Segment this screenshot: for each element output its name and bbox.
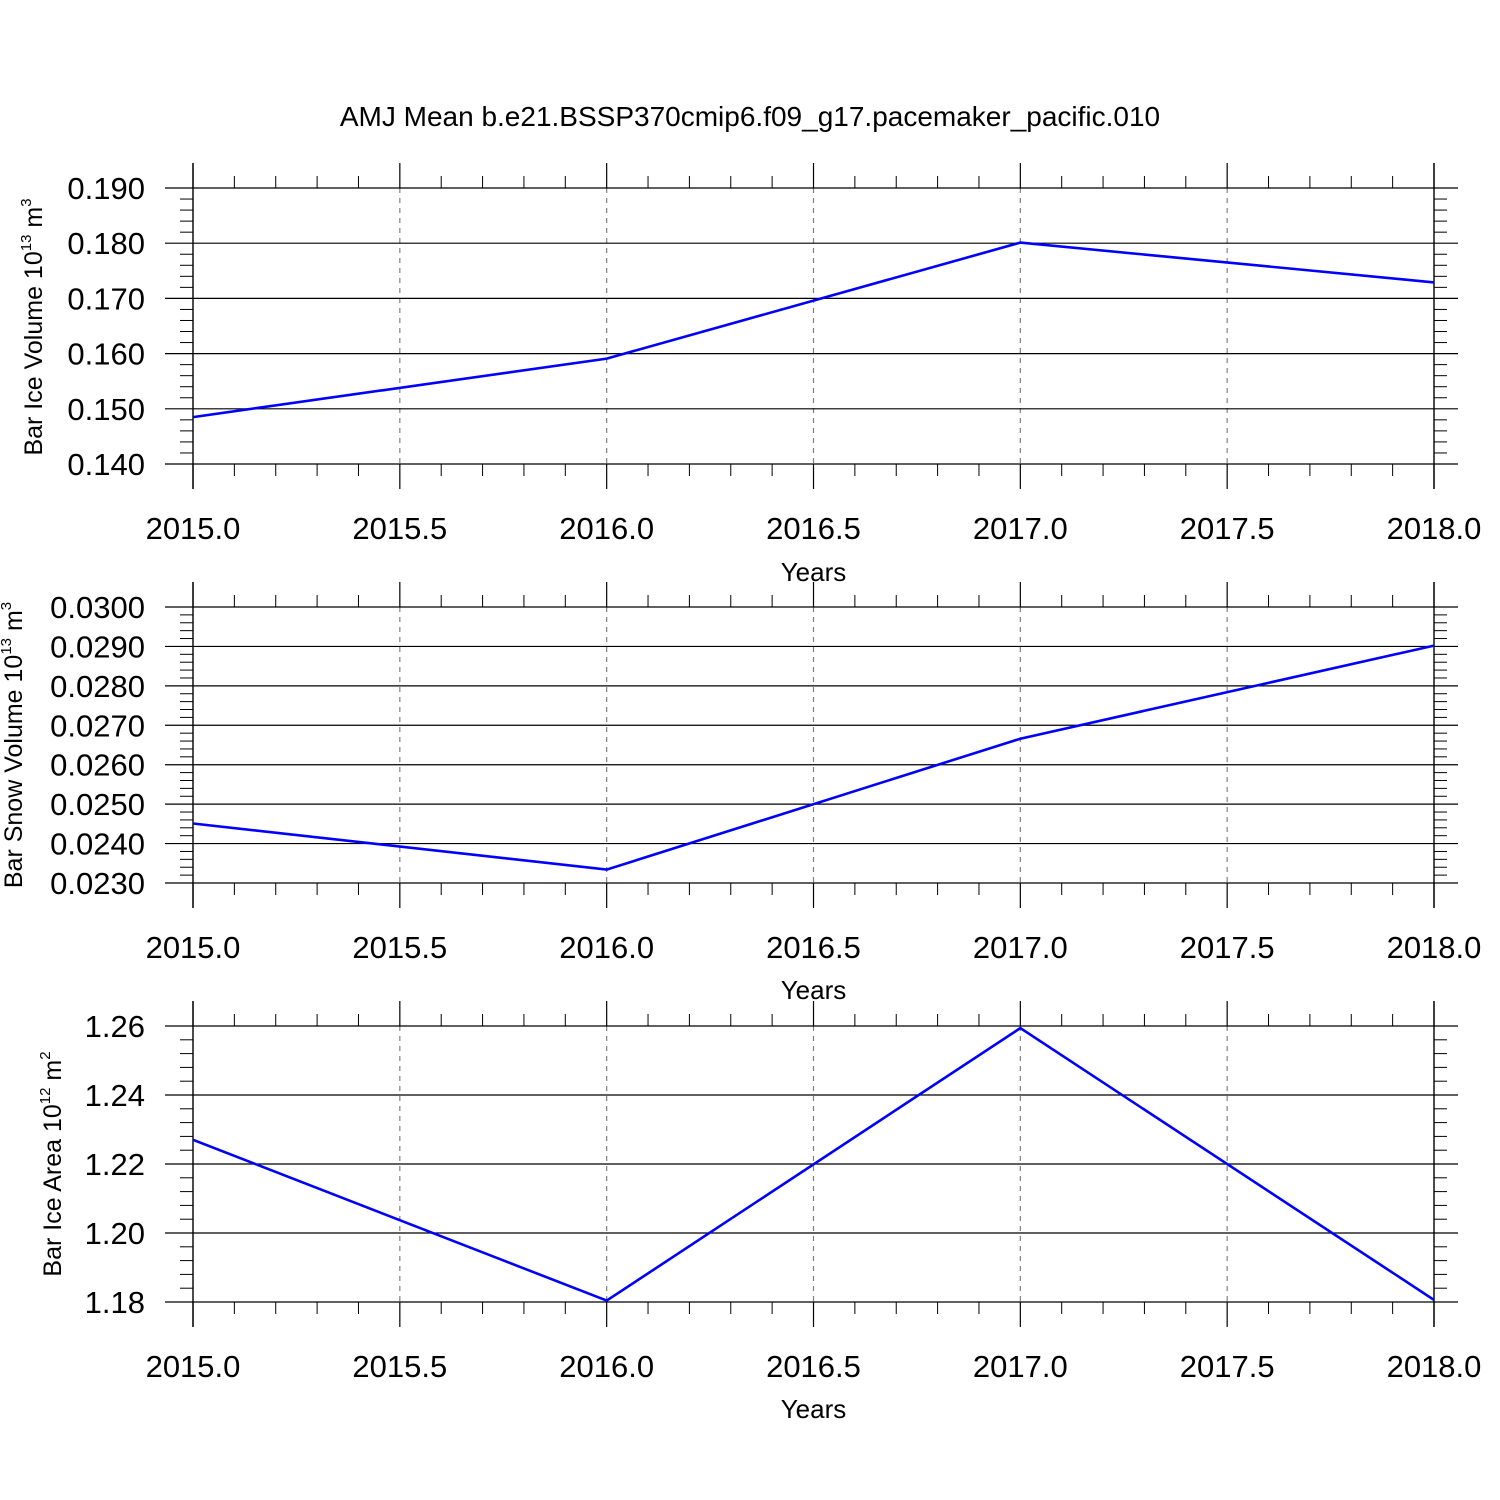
- x-tick-label: 2017.0: [973, 1349, 1068, 1384]
- x-tick-label: 2016.5: [766, 1349, 861, 1384]
- x-tick-label: 2016.5: [766, 511, 861, 546]
- x-tick-label: 2018.0: [1387, 1349, 1482, 1384]
- x-tick-label: 2016.5: [766, 930, 861, 965]
- y-tick-label: 0.0230: [50, 866, 145, 901]
- y-axis-label: Bar Snow Volume 1013 m3: [0, 602, 28, 888]
- y-axis-label-superscript: 13: [0, 638, 15, 655]
- y-axis-label-superscript: 13: [18, 235, 35, 252]
- y-tick-label: 0.150: [67, 392, 145, 427]
- panel-1: 0.140 0.150 0.160 0.170 0.180 0.190 2015.0 2015…: [18, 163, 1481, 587]
- x-tick-label: 2018.0: [1387, 511, 1482, 546]
- x-tick-label: 2017.5: [1180, 1349, 1275, 1384]
- x-tick-label: 2017.5: [1180, 511, 1275, 546]
- y-tick-label: 1.18: [85, 1285, 145, 1320]
- y-tick-label: 0.0270: [50, 708, 145, 743]
- y-tick-label: 1.20: [85, 1216, 145, 1251]
- y-tick-label: 0.0300: [50, 590, 145, 625]
- series-line: [192, 241, 1435, 419]
- x-tick-label: 2017.0: [973, 511, 1068, 546]
- panel-3: 1.18 1.20 1.22 1.24 1.26 2015.0 2015.5 2016.0 20…: [37, 1001, 1481, 1424]
- x-tick-label: 2017.5: [1180, 930, 1275, 965]
- x-tick-label: 2016.0: [559, 1349, 654, 1384]
- y-tick-label: 1.24: [85, 1078, 145, 1113]
- x-axis-label: Years: [781, 975, 847, 1005]
- series-line: [192, 1026, 1435, 1303]
- y-axis-label-text: Bar Snow Volume 10: [0, 655, 28, 888]
- y-axis-label-text: m: [20, 207, 48, 235]
- y-tick-label: 0.0280: [50, 669, 145, 704]
- y-tick-label: 1.26: [85, 1009, 145, 1044]
- y-axis-label-superscript: 2: [37, 1051, 54, 1059]
- x-tick-label: 2015.0: [146, 511, 241, 546]
- x-axis-label: Years: [781, 1394, 847, 1424]
- x-tick-label: 2018.0: [1387, 930, 1482, 965]
- y-axis-label-text: Bar Ice Area 10: [39, 1104, 67, 1276]
- y-axis-label-superscript: 3: [18, 198, 35, 206]
- series-line: [192, 644, 1435, 871]
- y-axis-label: Bar Ice Area 1012 m2: [37, 1051, 67, 1276]
- x-tick-label: 2015.5: [352, 1349, 447, 1384]
- y-tick-label: 0.0240: [50, 827, 145, 862]
- panel-2: 0.0230 0.0240 0.0250 0.0260 0.0270 0.0280 0.02…: [0, 582, 1481, 1005]
- y-tick-label: 0.0260: [50, 748, 145, 783]
- y-tick-label: 0.190: [67, 171, 145, 206]
- y-tick-label: 0.160: [67, 337, 145, 372]
- x-tick-label: 2015.0: [146, 930, 241, 965]
- figure-title: AMJ Mean b.e21.BSSP370cmip6.f09_g17.pace…: [340, 101, 1160, 132]
- panels: 0.140 0.150 0.160 0.170 0.180 0.190 2015.0 2015…: [0, 163, 1481, 1424]
- y-tick-label: 1.22: [85, 1147, 145, 1182]
- x-tick-label: 2017.0: [973, 930, 1068, 965]
- y-axis-label: Bar Ice Volume 1013 m3: [18, 198, 48, 455]
- x-tick-label: 2015.5: [352, 511, 447, 546]
- y-tick-label: 0.140: [67, 447, 145, 482]
- y-tick-label: 0.180: [67, 226, 145, 261]
- y-axis-label-text: m: [0, 610, 28, 638]
- y-tick-label: 0.0290: [50, 629, 145, 664]
- y-axis-label-text: Bar Ice Volume 10: [20, 251, 48, 455]
- y-axis-label-superscript: 12: [37, 1088, 54, 1105]
- x-tick-label: 2016.0: [559, 511, 654, 546]
- y-tick-label: 0.0250: [50, 787, 145, 822]
- x-tick-label: 2015.5: [352, 930, 447, 965]
- x-tick-label: 2015.0: [146, 1349, 241, 1384]
- y-axis-label-superscript: 3: [0, 602, 15, 610]
- y-axis-label-text: m: [39, 1060, 67, 1088]
- y-tick-label: 0.170: [67, 281, 145, 316]
- x-tick-label: 2016.0: [559, 930, 654, 965]
